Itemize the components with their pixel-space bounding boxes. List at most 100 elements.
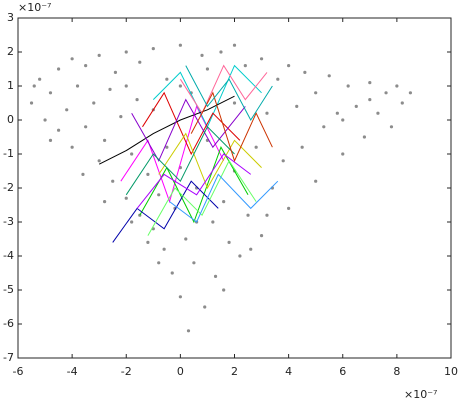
scatter-point	[341, 118, 345, 122]
trajectory-line	[147, 159, 257, 236]
scatter-point	[327, 74, 331, 78]
scatter-point	[303, 70, 307, 74]
scatter-point	[146, 172, 150, 176]
scatter-point	[205, 67, 210, 71]
scatter-point	[346, 84, 350, 88]
x-tick-label: 10	[444, 365, 458, 378]
scatter-point	[103, 138, 107, 142]
scatter-point	[165, 77, 169, 81]
scatter-point	[259, 57, 264, 61]
scatter-point	[295, 104, 299, 108]
scatter-point	[192, 261, 196, 265]
scatter-point	[178, 43, 182, 47]
y-tick-label: 2	[7, 45, 14, 58]
plot-area	[18, 18, 451, 358]
scatter-point	[29, 101, 34, 105]
x-tick-label: -4	[67, 365, 78, 378]
scatter-point	[157, 193, 161, 197]
scatter-point	[395, 84, 399, 88]
scatter-point	[165, 145, 169, 149]
scatter-point	[178, 295, 182, 299]
x-tick-label: -2	[121, 365, 132, 378]
scatter-point	[211, 220, 215, 224]
y-tick-label: 0	[7, 113, 14, 126]
scatter-point	[246, 213, 250, 217]
scatter-point	[213, 274, 218, 278]
scatter-point	[84, 125, 88, 129]
scatter-point	[56, 128, 61, 132]
x-multiplier: ×10⁻⁷	[404, 388, 437, 401]
scatter-point	[146, 240, 150, 244]
scatter-point	[186, 329, 191, 333]
scatter-point	[314, 179, 318, 183]
y-tick-label: -1	[3, 147, 14, 160]
scatter-point	[43, 118, 47, 122]
scatter-point	[232, 101, 237, 105]
scatter-point	[227, 240, 231, 244]
scatter-point	[48, 91, 53, 95]
scatter-point	[238, 254, 242, 258]
scatter-point	[184, 237, 188, 241]
scatter-point	[259, 234, 264, 238]
scatter-point	[287, 206, 291, 210]
y-tick-label: -7	[3, 351, 14, 364]
trajectory-line	[136, 153, 252, 209]
scatter-point	[138, 60, 142, 64]
y-tick-label: -3	[3, 215, 14, 228]
trajectory-line	[169, 173, 279, 223]
scatter-point	[254, 145, 258, 149]
scatter-point	[178, 84, 182, 88]
scatter-point	[243, 64, 247, 68]
scatter-point	[162, 247, 166, 251]
trajectory-line	[112, 180, 219, 243]
scatter-point	[130, 152, 134, 156]
scatter-point	[354, 104, 358, 108]
scatter-point	[314, 91, 318, 95]
scatter-point	[265, 111, 269, 115]
scatter-point	[335, 111, 339, 115]
scatter-point	[300, 145, 304, 149]
scatter-point	[48, 138, 53, 142]
scatter-point	[408, 91, 413, 95]
scatter-point	[124, 84, 128, 88]
scatter-point	[38, 77, 42, 81]
scatter-point	[170, 271, 174, 275]
scatter-point	[249, 247, 253, 251]
trajectory-line	[98, 95, 235, 165]
scatter-point	[32, 84, 36, 88]
scatter-point	[97, 53, 101, 58]
scatter-point	[113, 70, 118, 74]
y-tick-label: 3	[7, 11, 14, 24]
scatter-point	[124, 196, 128, 200]
trajectory-line	[179, 64, 268, 115]
scatter-point	[384, 91, 388, 95]
scatter-point	[265, 213, 269, 217]
scatter-point	[103, 200, 107, 204]
trajectory-line	[185, 65, 273, 121]
scatter-point	[124, 50, 128, 54]
scatter-point	[287, 64, 291, 68]
scatter-point	[92, 101, 96, 105]
scatter-point	[75, 84, 80, 88]
x-tick-label: 0	[177, 365, 184, 378]
scatter-point	[281, 159, 285, 163]
scatter-point	[135, 98, 139, 102]
y-tick-label: -4	[3, 249, 14, 262]
trajectory-line	[190, 91, 273, 163]
y-tick-label: -2	[3, 181, 14, 194]
scatter-point	[119, 115, 123, 119]
trajectory-line	[139, 146, 249, 224]
scatter-point	[322, 125, 326, 129]
scatter-point	[84, 64, 88, 68]
trajectory-line	[158, 132, 262, 190]
scatter-point	[276, 77, 280, 81]
scatter-point	[376, 111, 380, 115]
scatter-point	[203, 305, 207, 309]
y-tick-label: -5	[3, 283, 14, 296]
x-tick-label: 2	[231, 365, 238, 378]
scatter-point	[157, 261, 161, 265]
scatter-point	[111, 179, 115, 183]
scatter-point	[341, 152, 345, 156]
x-tick-label: 6	[339, 365, 346, 378]
scatter-point	[232, 43, 237, 47]
